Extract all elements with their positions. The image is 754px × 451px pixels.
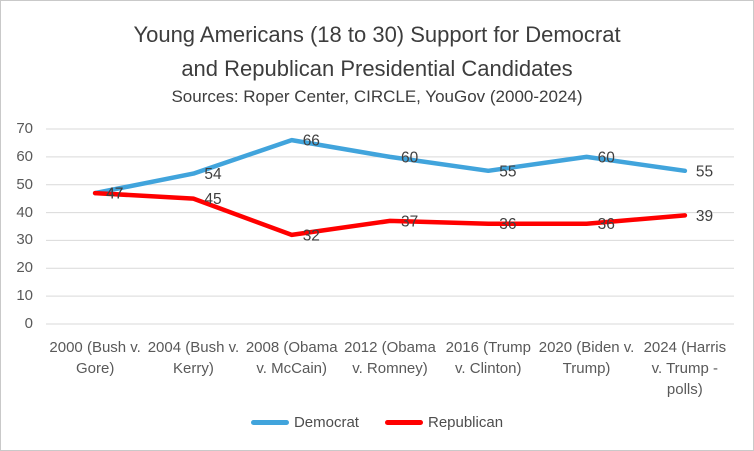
- y-axis-tick-label: 60: [16, 148, 33, 165]
- x-axis-category-label: 2020 (Biden v. Trump): [538, 339, 635, 377]
- svg-text:66: 66: [303, 133, 320, 150]
- y-axis-tick-label: 20: [16, 259, 33, 276]
- x-axis-category-label: 2000 (Bush v. Gore): [49, 339, 141, 377]
- x-axis: 2000 (Bush v. Gore) 2004 (Bush v. Kerry)…: [46, 337, 734, 400]
- y-axis-tick-label: 70: [16, 120, 33, 137]
- legend: Democrat Republican: [1, 414, 753, 431]
- y-axis-tick-label: 0: [24, 315, 33, 332]
- svg-text:60: 60: [598, 149, 616, 166]
- y-axis-tick-label: 10: [16, 287, 33, 304]
- y-axis-tick-label: 50: [16, 176, 33, 193]
- svg-text:47: 47: [106, 186, 123, 203]
- chart-title: Young Americans (18 to 30) Support for D…: [1, 18, 753, 86]
- svg-text:36: 36: [499, 216, 516, 233]
- democrat-line-swatch-icon: [250, 420, 289, 425]
- legend-label-republican: Republican: [427, 414, 504, 431]
- svg-text:60: 60: [401, 149, 419, 166]
- x-axis-category-label: 2016 (Trump v. Clinton): [445, 339, 531, 377]
- svg-text:36: 36: [598, 216, 615, 233]
- svg-text:39: 39: [696, 208, 713, 225]
- legend-label-democrat: Democrat: [293, 414, 359, 431]
- svg-text:55: 55: [696, 163, 713, 180]
- x-axis-category-label: 2012 (Obama v. Romney): [344, 339, 436, 377]
- chart-subtitle: Sources: Roper Center, CIRCLE, YouGov (2…: [171, 87, 583, 106]
- svg-text:32: 32: [303, 227, 320, 244]
- legend-item-democrat: Democrat: [250, 414, 359, 431]
- x-axis-category-label: 2004 (Bush v. Kerry): [147, 339, 240, 377]
- x-axis-category-label: 2008 (Obama v. McCain): [245, 339, 338, 377]
- y-axis-tick-label: 40: [16, 204, 33, 221]
- chart-title-line2: and Republican Presidential Candidates: [181, 56, 573, 81]
- svg-text:54: 54: [204, 166, 222, 183]
- y-axis-tick-label: 30: [16, 231, 33, 248]
- svg-text:45: 45: [204, 191, 221, 208]
- x-axis-category-label: 2024 (Harris v. Trump - polls): [643, 339, 727, 398]
- chart-title-line1: Young Americans (18 to 30) Support for D…: [133, 22, 621, 47]
- svg-text:47: 47: [106, 186, 123, 203]
- svg-text:55: 55: [499, 163, 516, 180]
- legend-item-republican: Republican: [384, 414, 504, 431]
- svg-text:37: 37: [401, 213, 418, 230]
- republican-line-swatch-icon: [384, 420, 423, 425]
